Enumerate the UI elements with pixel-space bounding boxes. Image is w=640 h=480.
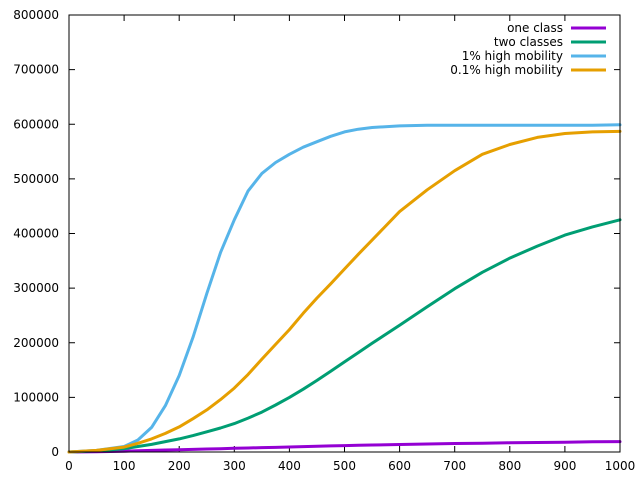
y-tick-label: 500000 xyxy=(13,172,59,186)
x-tick-label: 100 xyxy=(113,459,136,473)
y-tick-label: 600000 xyxy=(13,117,59,131)
legend-label: 0.1% high mobility xyxy=(450,63,563,77)
series-line-2 xyxy=(67,123,622,454)
y-tick-label: 100000 xyxy=(13,390,59,404)
y-tick-label: 300000 xyxy=(13,281,59,295)
x-tick-label: 400 xyxy=(278,459,301,473)
y-tick-label: 0 xyxy=(51,445,59,459)
y-tick-label: 800000 xyxy=(13,8,59,22)
axis-ticks xyxy=(68,14,621,453)
y-tick-label: 700000 xyxy=(13,63,59,77)
x-tick-label: 900 xyxy=(553,459,576,473)
legend-label: two classes xyxy=(494,35,563,49)
y-tick-label: 400000 xyxy=(13,227,59,241)
x-tick-label: 800 xyxy=(498,459,521,473)
x-tick-label: 700 xyxy=(443,459,466,473)
x-tick-label: 200 xyxy=(168,459,191,473)
series-line-1 xyxy=(67,218,622,454)
legend-label: 1% high mobility xyxy=(462,49,563,63)
series-lines xyxy=(67,123,622,454)
plot-frame xyxy=(68,14,621,453)
series-line-3 xyxy=(67,129,622,454)
x-tick-label: 500 xyxy=(333,459,356,473)
legend-label: one class xyxy=(507,21,563,35)
y-tick-labels: 0 100000 200000 300000 400000 500000 600000 700… xyxy=(13,8,59,459)
y-tick-label: 200000 xyxy=(13,336,59,350)
x-tick-label: 600 xyxy=(388,459,411,473)
x-tick-label: 0 xyxy=(65,459,73,473)
x-tick-label: 1000 xyxy=(605,459,636,473)
x-tick-labels: 0 100 200 300 400 500 600 700 800 900 1000 xyxy=(65,459,635,473)
series-line-0 xyxy=(67,440,622,454)
x-tick-label: 300 xyxy=(223,459,246,473)
